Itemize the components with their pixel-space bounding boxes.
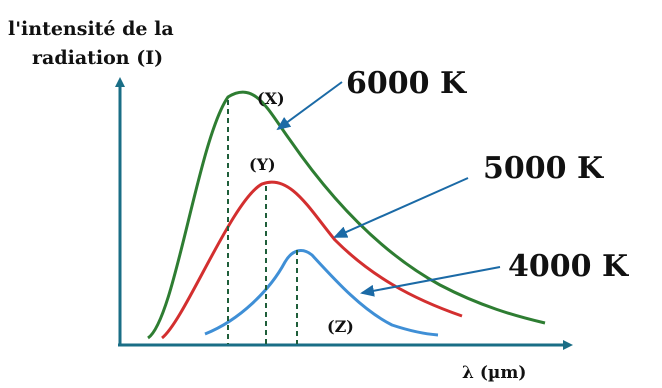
series-label-6000k: 6000 K: [346, 66, 467, 101]
y-axis-label-line2: radiation (I): [32, 47, 163, 69]
y-axis-label-line1: l'intensité de la: [8, 18, 174, 40]
arrow-5000k: [333, 177, 469, 238]
series-5000k-curve: [161, 180, 463, 340]
peak-label-y: (Y): [249, 155, 276, 174]
series-label-5000k: 5000 K: [483, 151, 604, 186]
series-6000k-curve: [147, 90, 546, 340]
arrow-4000k: [360, 266, 501, 297]
arrow-6000k: [276, 81, 343, 131]
series-label-4000k: 4000 K: [508, 249, 629, 284]
x-axis-label: λ (µm): [462, 363, 526, 383]
peak-label-x: (X): [257, 89, 285, 108]
series-4000k-curve: [204, 249, 439, 337]
peak-label-z: (Z): [327, 317, 354, 336]
